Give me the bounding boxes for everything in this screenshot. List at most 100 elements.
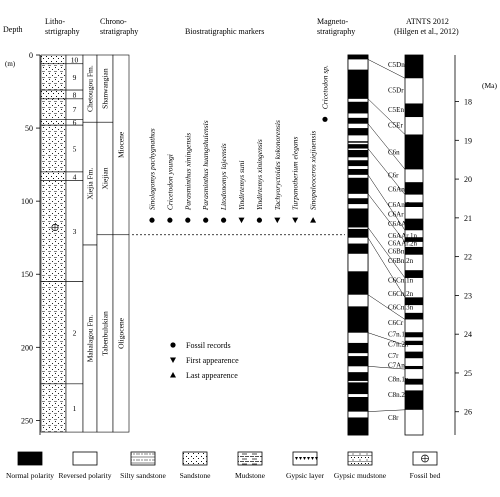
age-tick-label: 20: [464, 175, 472, 184]
correlation-line: [367, 148, 406, 195]
stage-label: Xiejian: [101, 167, 110, 189]
correlation-line: [367, 59, 406, 79]
formation-label: Xiejia Fm.: [86, 167, 95, 199]
normal-polarity-chron: [405, 340, 423, 346]
chron-label: C6AAr.1n: [388, 232, 417, 240]
chron-label: C6Bn.1n: [388, 247, 414, 255]
correlation-line: [367, 193, 406, 243]
marker-symbol: [149, 217, 155, 223]
lithology-layer: [40, 89, 67, 100]
gypsic-layer-mark: [307, 457, 310, 460]
marker-taxon-name: Parasminthus huangshuiensis: [201, 120, 210, 211]
depth-tick-label: 150: [21, 270, 33, 279]
depth-header: Depth: [3, 25, 23, 34]
symbol-legend: Fossil records First appearence Last appea…: [170, 341, 239, 380]
reversed-polarity-zone: [348, 157, 368, 161]
reversed-polarity-zone: [348, 193, 368, 199]
gypsic-layer-mark: [295, 457, 298, 460]
reversed-polarity-zone: [348, 366, 368, 373]
reversed-polarity-zone: [348, 148, 368, 150]
lithology-layer: [40, 383, 67, 433]
chron-labels: C5Dn C5Dr C5En C5Er C6n C6r C6An.1n C6An.2nC6Ar…: [388, 61, 417, 422]
reversed-polarity-zone: [348, 174, 368, 178]
normal-polarity-chron: [405, 218, 423, 231]
legend-symbol: [170, 372, 176, 378]
chron-label: C5Dn: [388, 61, 405, 69]
legend-symbol: [170, 342, 176, 348]
normal-polarity-chron: [405, 312, 423, 320]
legend-swatch: [72, 451, 98, 466]
layer-number: 10: [71, 55, 79, 64]
gypsic-layer-mark: [303, 457, 306, 460]
chron-label: C6AAr.2n: [388, 240, 417, 248]
depth-tick-label: 200: [21, 343, 33, 352]
lithology-layer: [40, 124, 67, 173]
marker-symbol: [185, 217, 191, 223]
correlation-line: [367, 123, 406, 170]
legend-label: Reversed polarity: [58, 471, 111, 480]
correlation-line: [367, 98, 406, 135]
age-tick-label: 24: [464, 330, 472, 339]
normal-polarity-chron: [405, 237, 423, 242]
depth-unit: (m): [5, 60, 16, 68]
reversed-polarity-zone: [348, 142, 368, 145]
age-tick-label: 25: [464, 369, 472, 378]
lithology-column: 10 9 8 7 6 5 4 3 2 1: [40, 54, 84, 433]
chronostratigraphy-column: Shanwangian Xiejian Tabenbulukian Miocene Ol…: [96, 54, 130, 433]
legend-swatch: [347, 451, 373, 466]
cricetodon-marker-symbol: [322, 116, 328, 122]
marker-taxon-name: Sinolagomys pachygnathus: [148, 128, 157, 210]
normal-polarity-chron: [405, 351, 423, 359]
chron-label: C6r: [388, 172, 399, 180]
legend-swatch: [237, 451, 263, 466]
marker-symbol: [274, 217, 281, 224]
chron-label: C8n.1n: [388, 375, 409, 383]
normal-polarity-chron: [405, 202, 423, 207]
marker-symbol: [238, 217, 245, 224]
reversed-polarity-zone: [348, 253, 368, 272]
cricetodon-marker-name: Cricetodon sp.: [321, 65, 330, 109]
litho-header-line1: Litho-: [45, 17, 65, 26]
layer-number: 5: [73, 145, 77, 154]
chron-label: C7r: [388, 352, 399, 360]
stage-label: Shanwangian: [101, 68, 110, 109]
marker-taxon-name: Cricetodon youngi: [165, 154, 174, 210]
lithology-layer: [40, 119, 67, 126]
legend-symbol: [170, 357, 176, 363]
chron-label: C6An.1n: [388, 185, 414, 193]
legend-symbol-label: Fossil records: [186, 341, 231, 350]
normal-polarity-chron: [405, 365, 423, 370]
reversed-polarity-zone: [348, 123, 368, 129]
age-tick-label: 21: [464, 214, 472, 223]
stage-label: Tabenbulukian: [101, 311, 110, 356]
layer-number: 1: [73, 404, 77, 413]
chron-label: C6Cn.3n: [388, 304, 414, 312]
reversed-polarity-zone: [348, 394, 368, 397]
reversed-polarity-zone: [348, 353, 368, 357]
lithology-layer: [40, 171, 67, 181]
atnts-header-line1: ATNTS 2012: [406, 17, 449, 26]
chron-label: C5Er: [388, 121, 403, 129]
chrono-header-line2: stratigraphy: [100, 27, 138, 36]
formation-column: Chetougou Fm. Xiejia Fm. Mahalagou Fm.: [82, 54, 98, 433]
chrono-header-line1: Chrono-: [100, 17, 127, 26]
chron-label: C6Cn.1n: [388, 276, 414, 284]
normal-polarity-chron: [405, 270, 423, 278]
marker-symbol: [292, 217, 299, 224]
legend-label: Fossil bed: [410, 471, 441, 480]
lithology-layer: [40, 54, 67, 65]
reversed-polarity-zone: [348, 332, 368, 343]
reversed-polarity-zone: [348, 98, 368, 102]
correlation-line: [367, 174, 406, 231]
chron-label: C6AAn: [388, 220, 410, 228]
magnetostratigraphy-column: [347, 54, 369, 436]
legend-label: Sandstone: [180, 471, 212, 480]
marker-taxon-name: Turpanotherium elegans: [291, 137, 300, 211]
layer-number: 6: [73, 118, 77, 127]
marker-taxon-name: Tachyoryctoides kokonorensis: [273, 120, 282, 210]
chron-label: C5En: [388, 106, 404, 114]
reversed-polarity-zone: [348, 135, 368, 142]
layer-number: 2: [73, 329, 77, 338]
atnts-column: [404, 54, 424, 436]
marker-symbol: [203, 217, 209, 223]
